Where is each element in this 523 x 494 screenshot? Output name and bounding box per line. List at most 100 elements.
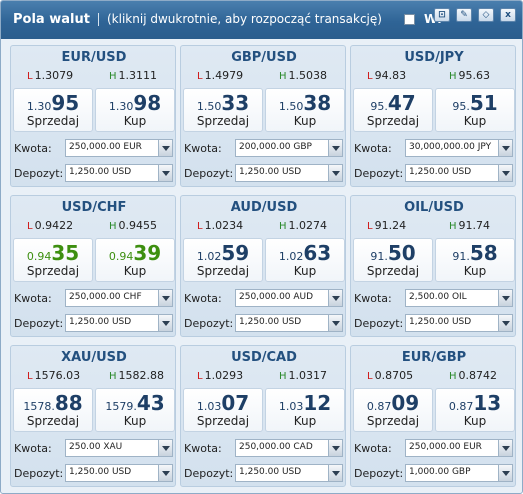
low-price: L 1.0293 <box>197 369 243 382</box>
buy-button[interactable]: 1579.43 Kup <box>95 388 175 432</box>
buy-button[interactable]: 1.5038 Kup <box>265 88 345 132</box>
chevron-down-icon[interactable] <box>158 440 172 456</box>
buy-button[interactable]: 0.8713 Kup <box>435 388 515 432</box>
amount-select[interactable]: 250,000.00 EUR <box>65 139 173 157</box>
chevron-down-icon[interactable] <box>328 290 342 306</box>
sell-price: 1.0259 <box>184 241 262 265</box>
chevron-down-icon[interactable] <box>328 315 342 331</box>
chevron-down-icon[interactable] <box>158 315 172 331</box>
chevron-down-icon[interactable] <box>498 140 512 156</box>
deposit-select[interactable]: 1,250.00 USD <box>65 164 173 182</box>
buy-button[interactable]: 1.0263 Kup <box>265 238 345 282</box>
sell-button[interactable]: 95.47 Sprzedaj <box>353 88 433 132</box>
sell-price: 91.50 <box>354 241 432 265</box>
buy-button[interactable]: 1.0312 Kup <box>265 388 345 432</box>
chevron-down-icon[interactable] <box>498 165 512 181</box>
detach-icon[interactable]: ◇ <box>478 8 494 22</box>
low-tag: L <box>367 371 373 382</box>
deposit-select[interactable]: 1,250.00 USD <box>235 314 343 332</box>
high-value: 1.3111 <box>118 69 158 82</box>
buy-price: 1.0312 <box>266 391 344 415</box>
high-tag: H <box>279 371 287 382</box>
chevron-down-icon[interactable] <box>328 165 342 181</box>
low-tag: L <box>367 221 373 232</box>
high-tag: H <box>449 221 457 232</box>
amount-select[interactable]: 30,000,000.00 JPY <box>405 139 513 157</box>
deposit-select[interactable]: 1,250.00 USD <box>405 164 513 182</box>
buy-price-prefix: 91. <box>452 250 470 263</box>
low-value: 1.0293 <box>204 369 244 382</box>
amount-select[interactable]: 200,000.00 GBP <box>235 139 343 157</box>
amount-select[interactable]: 250,000.00 AUD <box>235 289 343 307</box>
deposit-select[interactable]: 1,000.00 GBP <box>405 464 513 482</box>
deposit-select[interactable]: 1,250.00 USD <box>65 314 173 332</box>
buy-label: Kup <box>463 414 487 428</box>
currency-pair-title: GBP/USD <box>231 50 297 65</box>
currency-card: GBP/USD L 1.4979 H 1.5038 1.5033 Sprzedaj … <box>180 45 346 187</box>
chevron-down-icon[interactable] <box>328 465 342 481</box>
chevron-down-icon[interactable] <box>328 140 342 156</box>
buy-price-pips: 13 <box>473 391 502 415</box>
chevron-down-icon[interactable] <box>498 290 512 306</box>
buy-button[interactable]: 95.51 Kup <box>435 88 515 132</box>
chevron-down-icon[interactable] <box>158 140 172 156</box>
deposit-select[interactable]: 1,250.00 USD <box>405 314 513 332</box>
buy-price: 1.0263 <box>266 241 344 265</box>
currency-card: USD/JPY L 94.83 H 95.63 95.47 Sprzedaj 95.… <box>350 45 516 187</box>
chevron-down-icon[interactable] <box>498 465 512 481</box>
sell-button[interactable]: 1.0259 Sprzedaj <box>183 238 263 282</box>
amount-value: 250,000.00 CHF <box>69 292 142 302</box>
chevron-down-icon[interactable] <box>158 465 172 481</box>
deposit-select[interactable]: 1,250.00 USD <box>235 464 343 482</box>
sell-price-prefix: 1.30 <box>26 100 52 113</box>
chevron-down-icon[interactable] <box>158 290 172 306</box>
settings-icon[interactable]: ✎ <box>456 8 472 22</box>
sell-price-prefix: 1.03 <box>196 400 222 413</box>
close-icon[interactable]: x <box>500 8 516 22</box>
buy-button[interactable]: 1.3098 Kup <box>95 88 175 132</box>
amount-select[interactable]: 250.00 XAU <box>65 439 173 457</box>
sell-button[interactable]: 1578.88 Sprzedaj <box>13 388 93 432</box>
low-value: 91.24 <box>374 219 407 232</box>
amount-select[interactable]: 2,500.00 OIL <box>405 289 513 307</box>
high-price: H 0.9455 <box>109 219 157 232</box>
amount-label: Kwota: <box>354 142 392 155</box>
buy-label: Kup <box>123 264 147 278</box>
amount-select[interactable]: 250,000.00 EUR <box>405 439 513 457</box>
chevron-down-icon[interactable] <box>158 165 172 181</box>
deposit-value: 1,250.00 USD <box>69 467 132 477</box>
sell-label: Sprzedaj <box>26 114 80 128</box>
buy-price-pips: 98 <box>133 91 162 115</box>
amount-select[interactable]: 250,000.00 CAD <box>235 439 343 457</box>
buy-price-prefix: 0.87 <box>448 400 474 413</box>
sell-button[interactable]: 1.0307 Sprzedaj <box>183 388 263 432</box>
sell-button[interactable]: 1.3095 Sprzedaj <box>13 88 93 132</box>
high-price: H 1.3111 <box>109 69 157 82</box>
buy-price: 1.3098 <box>96 91 174 115</box>
sell-price-prefix: 91. <box>370 250 388 263</box>
buy-label: Kup <box>293 414 317 428</box>
buy-button[interactable]: 0.9439 Kup <box>95 238 175 282</box>
sell-button[interactable]: 1.5033 Sprzedaj <box>183 88 263 132</box>
buy-price-pips: 43 <box>136 391 165 415</box>
buy-label: Kup <box>123 414 147 428</box>
deposit-select[interactable]: 1,250.00 USD <box>65 464 173 482</box>
amount-select[interactable]: 250,000.00 CHF <box>65 289 173 307</box>
deposit-select[interactable]: 1,250.00 USD <box>235 164 343 182</box>
currency-pair-title: USD/CAD <box>231 350 297 365</box>
chevron-down-icon[interactable] <box>498 315 512 331</box>
low-value: 94.83 <box>374 69 407 82</box>
chevron-down-icon[interactable] <box>328 440 342 456</box>
one-click-checkbox[interactable] <box>404 14 415 25</box>
layout-icon[interactable]: ⊡ <box>434 8 450 22</box>
sell-button[interactable]: 0.9435 Sprzedaj <box>13 238 93 282</box>
high-tag: H <box>109 71 117 82</box>
deposit-label: Depozyt: <box>354 467 404 480</box>
buy-button[interactable]: 91.58 Kup <box>435 238 515 282</box>
sell-price-pips: 59 <box>221 241 250 265</box>
buy-price: 91.58 <box>436 241 514 265</box>
sell-button[interactable]: 0.8709 Sprzedaj <box>353 388 433 432</box>
high-tag: H <box>109 371 117 382</box>
chevron-down-icon[interactable] <box>498 440 512 456</box>
sell-button[interactable]: 91.50 Sprzedaj <box>353 238 433 282</box>
